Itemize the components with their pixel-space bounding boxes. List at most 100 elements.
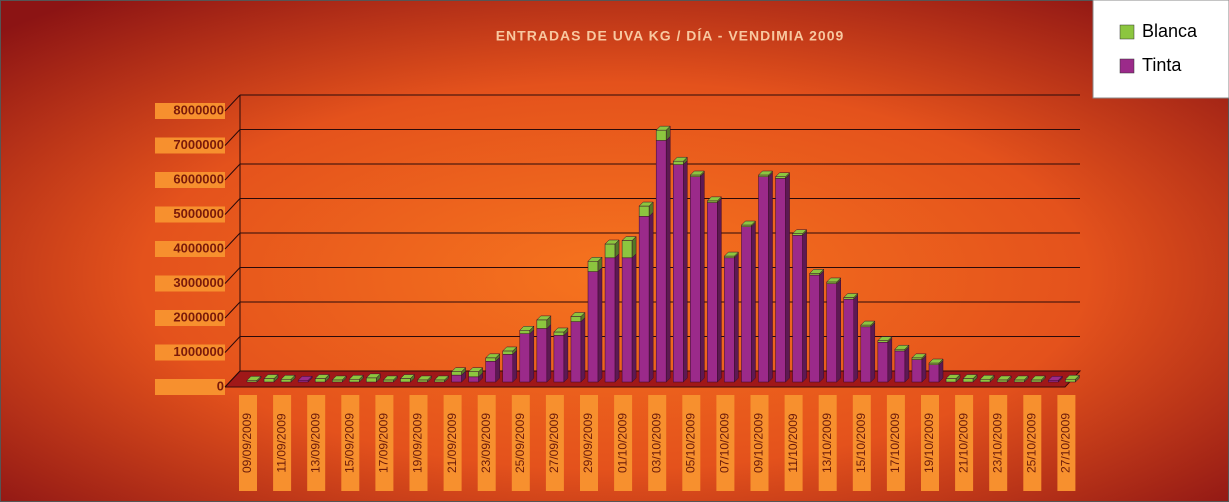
legend-swatch [1119,24,1135,40]
bar [485,361,496,383]
bar-top [246,376,262,381]
y-tick-box [155,379,225,395]
bar [587,271,599,383]
bar-top [519,326,535,331]
bar [1065,378,1076,383]
bar [468,376,479,383]
tick-mark [224,163,241,181]
bar [553,331,565,336]
bar-top [911,353,927,359]
x-tick-label: 17/09/2009 [377,413,391,473]
x-tick-box [614,395,633,491]
x-tick-box [239,395,257,491]
x-tick-label: 01/10/2009 [615,413,629,473]
bar [707,200,718,203]
x-tick-label: 23/09/2009 [479,413,493,473]
y-tick-box [155,206,225,223]
bar [877,342,889,383]
bar [962,378,974,383]
bar-top [502,346,518,352]
bar-top [979,374,995,380]
bar-top [638,201,654,207]
x-tick-label: 21/09/2009 [445,413,459,473]
bar [502,354,513,383]
bar [826,283,837,383]
x-tick-box [511,395,530,491]
bar [1048,380,1059,383]
x-tick-label: 25/10/2009 [1024,413,1038,473]
bar [1014,379,1025,383]
x-tick-label: 25/09/2009 [513,413,527,473]
x-tick-label: 09/10/2009 [752,413,766,473]
bar [928,364,940,383]
bar [553,335,565,383]
chart-title: ENTRADAS DE UVA KG / DÍA - VENDIMIA 2009 [496,28,845,44]
x-tick-label: 13/09/2009 [308,413,322,473]
y-tick-label: 2000000 [173,309,224,324]
bar-top [485,353,501,359]
bar-top [314,374,330,379]
bar-top [723,251,740,257]
bar-top [1030,375,1046,381]
x-tick-box [580,395,598,491]
bar [996,379,1008,383]
bar-top [348,374,364,380]
bar [332,379,343,383]
x-tick-label: 09/09/2009 [240,413,254,473]
bar-top [689,170,705,176]
tick-mark [224,267,241,284]
bar [894,348,906,352]
tick-mark [224,129,241,146]
bar-top [826,277,842,283]
legend-label: Blanca [1142,21,1198,41]
bar-top [587,257,603,262]
bar [792,235,803,383]
bar [724,255,735,259]
x-tick-label: 21/10/2009 [956,413,970,473]
y-tick-label: 3000000 [173,275,224,290]
bar-side [683,160,688,383]
bar [843,298,854,383]
legend-swatch [1119,58,1135,74]
bar [860,326,872,383]
bar [536,319,548,329]
bar [451,371,462,376]
bar-top [894,344,910,350]
bar-side [529,329,535,383]
bar-top [621,236,637,241]
bar [843,297,854,300]
bar-top [740,220,757,226]
bar [690,176,701,383]
bar [758,174,769,177]
bar-side [734,253,739,383]
bar-top [877,336,893,341]
y-tick-box [155,137,225,154]
bar-top [655,125,671,131]
x-tick-label: 03/10/2009 [649,413,663,473]
y-tick-label: 0 [217,378,224,393]
x-tick-label: 17/10/2009 [888,413,902,473]
x-tick-box [921,395,939,491]
bar-side [887,337,893,383]
bar [485,357,496,362]
x-tick-box [818,395,837,491]
x-tick-box [716,395,735,491]
bar [655,140,667,383]
bar [826,281,837,284]
bar-side [717,197,722,383]
x-tick-box [545,395,564,491]
bar-side [614,253,620,383]
bar-top [791,229,808,234]
bar [673,160,684,165]
x-tick-box [341,395,360,491]
tick-mark [224,198,241,215]
bar-top [280,374,296,380]
bar [979,378,991,383]
bar [673,164,684,383]
x-tick-box [682,395,701,491]
bar-top [774,172,791,177]
bar [536,328,548,383]
bar [263,378,275,383]
bar [638,205,650,217]
